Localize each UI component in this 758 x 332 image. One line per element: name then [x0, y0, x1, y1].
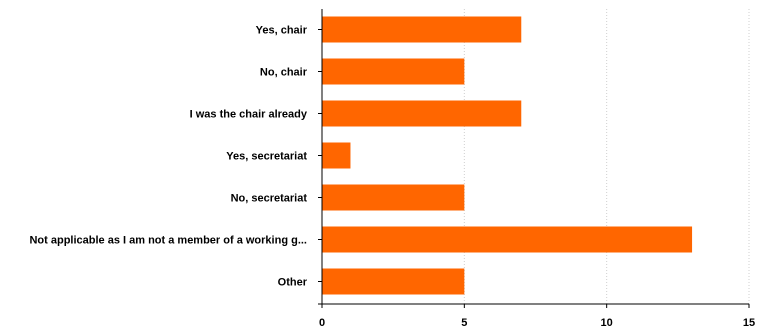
bar-6	[322, 268, 465, 295]
category-label-2: I was the chair already	[190, 109, 308, 121]
x-tick-label-5: 5	[461, 317, 467, 329]
category-label-3: Yes, secretariat	[226, 151, 307, 163]
bar-3	[322, 142, 351, 169]
category-label-5: Not applicable as I am not a member of a…	[29, 235, 307, 247]
category-label-6: Other	[278, 277, 308, 289]
bar-layer	[322, 16, 693, 295]
bar-0	[322, 16, 522, 43]
x-tick-label-0: 0	[319, 317, 325, 329]
category-label-0: Yes, chair	[256, 25, 308, 37]
category-label-4: No, secretariat	[231, 193, 308, 205]
bar-2	[322, 100, 522, 127]
x-tick-label-10: 10	[601, 317, 613, 329]
bar-4	[322, 184, 465, 211]
category-label-1: No, chair	[260, 67, 308, 79]
label-layer: Yes, chair No, chair I was the chair alrea…	[29, 25, 755, 330]
axis-layer	[318, 9, 750, 308]
grid-layer	[463, 9, 750, 304]
bar-1	[322, 58, 465, 85]
bar-5	[322, 226, 693, 253]
x-tick-label-15: 15	[743, 317, 755, 329]
